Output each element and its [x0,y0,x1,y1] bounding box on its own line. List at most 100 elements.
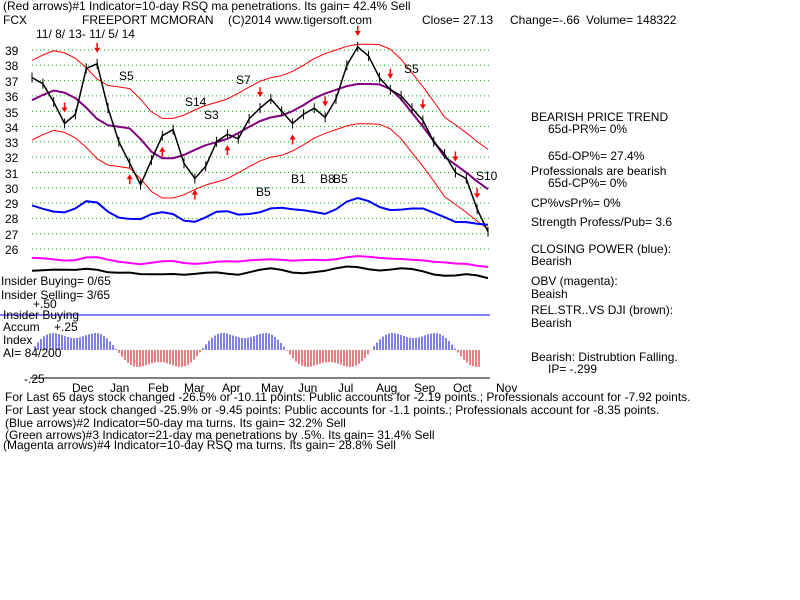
signal-arrow [322,101,329,107]
month-label: Mar [184,381,205,395]
accum-index-label: Index [3,333,33,347]
accum-title: Accum [3,320,40,334]
tick-30: 30 [5,182,19,196]
footer-year: For Last year stock changed -25.9% or -9… [5,403,660,417]
lower-band [31,123,489,230]
price-bars [31,41,489,237]
signal-label: S10 [476,169,498,183]
rel-strength-path [31,265,489,280]
tick-39: 39 [5,44,19,58]
closing-power-value: Bearish [531,254,572,268]
signal-arrow [61,107,68,113]
obv-path [31,255,489,268]
tick-35: 35 [5,106,19,120]
tick-28: 28 [5,212,19,226]
signal-arrow [419,104,426,110]
signal-arrow [387,73,394,79]
signal-arrow [289,134,296,140]
month-label: May [261,381,284,395]
month-label: Nov [496,381,518,395]
signal-arrow [354,30,361,36]
signal-label: B1 [291,172,306,186]
tick-31: 31 [5,167,19,181]
rel-str-value: Bearish [531,316,572,330]
month-label: Dec [72,381,94,395]
tick-37: 37 [5,75,19,89]
signal-arrow [94,47,101,53]
signal-label: S5 [404,62,419,76]
close-value: Close= 27.13 [422,13,494,27]
op-pct: 65d-OP%= 27.4% [548,149,645,163]
month-label: Aug [376,381,398,395]
change-value: Change=-.66 [510,13,580,27]
insider-buying: Insider Buying= 0/65 [1,274,111,288]
tick-33: 33 [5,136,19,150]
obv-line [31,255,489,280]
footer-magenta-arrows: (Magenta arrows)#4 Indicator=10-day RSQ … [3,438,396,452]
footer-green-arrows: (Green arrows)#3 Indicator=21-day ma pen… [5,428,435,442]
month-label: Feb [148,381,169,395]
month-label: Jun [298,381,318,395]
signal-arrow [126,174,133,180]
obv-value: Beaish [531,287,568,301]
month-label: Sep [414,381,436,395]
tick-38: 38 [5,59,19,73]
professionals-status: Professionals are bearish [531,164,667,178]
signal-label: B5 [256,185,271,199]
signal-label: B8 [320,172,335,186]
signal-arrow [257,92,263,98]
signal-arrow [474,193,481,199]
signal-arrow [191,189,198,195]
insider-selling: Insider Selling= 3/65 [1,288,111,302]
strength-ratio: Strength Profess/Pub= 3.6 [531,215,673,229]
signal-arrow [452,156,459,162]
tick-29: 29 [5,197,19,211]
company-name: FREEPORT MCMORAN [82,13,214,27]
insider-label: Insider Buying [3,308,80,322]
price-bands [31,43,489,230]
rel-str-title: REL.STR..VS DJI (brown): [531,303,674,317]
tick-27: 27 [5,228,19,242]
signal-arrows [61,25,481,200]
obv-title: OBV (magenta): [531,274,618,288]
tick-36: 36 [5,90,19,104]
signal-arrow [159,146,166,152]
month-label: Jul [338,381,354,395]
tick-34: 34 [5,121,19,135]
cp-pct: 65d-CP%= 0% [548,176,628,190]
copyright: (C)2014 www.tigersoft.com [228,13,373,27]
price-trend: BEARISH PRICE TREND [531,110,669,124]
signal-arrow [224,145,231,151]
moving-average [31,83,489,191]
accumulation-histogram [34,333,480,367]
ticker: FCX [3,13,27,27]
signal-label: S14 [185,95,207,109]
tick-32: 32 [5,151,19,165]
month-label: Apr [222,381,241,395]
closing-power-title: CLOSING POWER (blue): [531,242,672,256]
cp-vs-pr: CP%vsPr%= 0% [531,196,621,210]
signal-label: S3 [204,108,219,122]
accum-minus25: -.25 [24,372,45,386]
footer-blue-arrows: (Blue arrows)#2 Indicator=50-day ma turn… [5,416,346,430]
upper-band [31,43,489,150]
signal-label: B5 [333,172,348,186]
accum-plus50: +.50 [33,297,57,311]
distribution-status: Bearish: Distrubtion Falling. [531,350,678,364]
closing-power-line [31,196,489,226]
tick-26: 26 [5,243,19,257]
footer-65day: For Last 65 days stock changed -26.5% or… [5,390,691,404]
volume-value: Volume= 148322 [586,13,677,27]
month-label: Oct [453,381,472,395]
closing-power-path [31,196,489,226]
signal-label: S7 [236,73,251,87]
signal-label: S5 [119,69,134,83]
pr-pct: 65d-PR%= 0% [548,122,628,136]
accum-ai: AI= 84/200 [3,346,62,360]
header-indicator-line: (Red arrows)#1 Indicator=10-day RSQ ma p… [3,0,411,13]
date-range: 11/ 8/ 13- 11/ 5/ 14 [36,27,135,41]
accum-plus25: +.25 [54,320,78,334]
month-label: Jan [110,381,130,395]
ip-value: IP= -.299 [548,362,598,376]
